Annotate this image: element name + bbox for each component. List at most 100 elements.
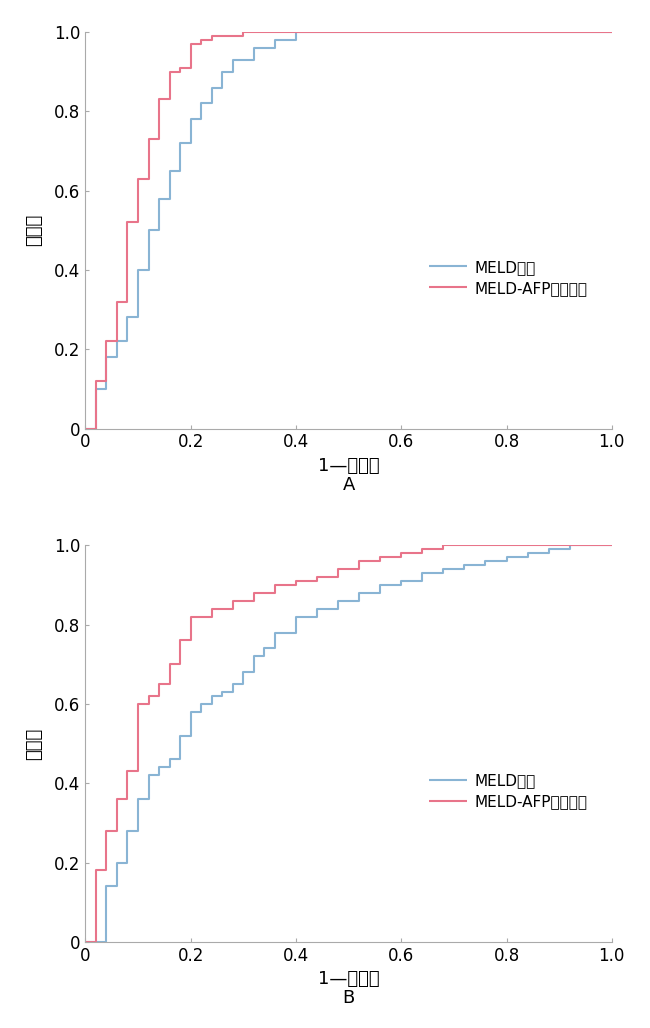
- MELD评分: [229, 53, 237, 66]
- MELD-AFP联合评分: [124, 216, 131, 228]
- Line: MELD评分: MELD评分: [85, 32, 612, 429]
- MELD评分: [344, 26, 352, 38]
- MELD评分: [176, 730, 184, 742]
- Y-axis label: 灵敏度: 灵敏度: [25, 728, 43, 760]
- MELD-AFP联合评分: [292, 26, 300, 38]
- MELD评分: [113, 351, 121, 363]
- MELD-AFP联合评分: [113, 295, 121, 307]
- Text: A: A: [343, 476, 355, 494]
- MELD评分: [176, 137, 184, 149]
- MELD-AFP联合评分: [134, 173, 142, 185]
- MELD-AFP联合评分: [166, 66, 174, 78]
- MELD-AFP联合评分: [92, 375, 100, 388]
- Line: MELD评分: MELD评分: [85, 545, 612, 942]
- MELD-AFP联合评分: [344, 26, 352, 38]
- X-axis label: 1—特异度: 1—特异度: [318, 970, 380, 988]
- MELD评分: [176, 164, 184, 177]
- MELD评分: [144, 264, 152, 277]
- Text: B: B: [343, 989, 355, 1007]
- MELD评分: [208, 98, 216, 110]
- MELD评分: [166, 192, 174, 205]
- MELD-AFP联合评分: [208, 30, 216, 42]
- MELD评分: [197, 98, 205, 110]
- MELD-AFP联合评分: [81, 423, 89, 435]
- MELD-AFP联合评分: [313, 575, 321, 587]
- MELD评分: [397, 26, 405, 38]
- MELD评分: [103, 351, 111, 363]
- MELD-AFP联合评分: [608, 26, 616, 38]
- MELD-AFP联合评分: [81, 935, 89, 948]
- MELD评分: [134, 264, 142, 277]
- MELD-AFP联合评分: [344, 26, 352, 38]
- MELD-AFP联合评分: [176, 62, 184, 74]
- MELD-AFP联合评分: [176, 66, 184, 78]
- MELD评分: [155, 192, 163, 205]
- MELD评分: [197, 113, 205, 125]
- MELD-AFP联合评分: [103, 375, 111, 388]
- MELD评分: [197, 698, 205, 710]
- Legend: MELD评分, MELD-AFP联合评分: MELD评分, MELD-AFP联合评分: [422, 254, 593, 302]
- MELD-AFP联合评分: [292, 26, 300, 38]
- MELD-AFP联合评分: [313, 571, 321, 583]
- MELD-AFP联合评分: [113, 335, 121, 347]
- MELD评分: [92, 423, 100, 435]
- MELD评分: [229, 66, 237, 78]
- MELD-AFP联合评分: [103, 335, 111, 347]
- MELD-AFP联合评分: [134, 765, 142, 777]
- MELD-AFP联合评分: [144, 133, 152, 145]
- MELD-AFP联合评分: [124, 295, 131, 307]
- MELD评分: [81, 423, 89, 435]
- MELD评分: [134, 311, 142, 324]
- MELD-AFP联合评分: [239, 30, 247, 42]
- MELD评分: [81, 935, 89, 948]
- MELD-AFP联合评分: [608, 539, 616, 551]
- MELD评分: [292, 26, 300, 38]
- X-axis label: 1—特异度: 1—特异度: [318, 456, 380, 475]
- MELD-AFP联合评分: [197, 34, 205, 46]
- MELD评分: [566, 539, 573, 551]
- MELD评分: [608, 539, 616, 551]
- MELD-AFP联合评分: [239, 26, 247, 38]
- MELD评分: [124, 856, 131, 869]
- MELD-AFP联合评分: [187, 38, 194, 50]
- MELD-AFP联合评分: [144, 173, 152, 185]
- MELD评分: [166, 164, 174, 177]
- MELD评分: [187, 137, 194, 149]
- MELD-AFP联合评分: [134, 216, 142, 228]
- MELD评分: [113, 335, 121, 347]
- MELD评分: [155, 224, 163, 236]
- MELD评分: [187, 113, 194, 125]
- MELD评分: [271, 42, 279, 54]
- MELD评分: [103, 382, 111, 395]
- MELD评分: [344, 26, 352, 38]
- MELD评分: [208, 81, 216, 94]
- Line: MELD-AFP联合评分: MELD-AFP联合评分: [85, 32, 612, 429]
- MELD评分: [144, 224, 152, 236]
- MELD评分: [124, 311, 131, 324]
- MELD评分: [218, 81, 226, 94]
- MELD评分: [218, 66, 226, 78]
- MELD-AFP联合评分: [92, 423, 100, 435]
- MELD评分: [397, 26, 405, 38]
- MELD评分: [545, 543, 552, 555]
- MELD评分: [92, 382, 100, 395]
- MELD-AFP联合评分: [208, 34, 216, 46]
- MELD-AFP联合评分: [355, 555, 363, 567]
- Y-axis label: 灵敏度: 灵敏度: [25, 214, 43, 247]
- MELD评分: [124, 335, 131, 347]
- MELD-AFP联合评分: [197, 38, 205, 50]
- MELD评分: [239, 666, 247, 678]
- MELD评分: [608, 26, 616, 38]
- MELD-AFP联合评分: [155, 133, 163, 145]
- MELD评分: [271, 34, 279, 46]
- MELD-AFP联合评分: [155, 94, 163, 106]
- MELD评分: [292, 34, 300, 46]
- MELD-AFP联合评分: [187, 62, 194, 74]
- MELD评分: [460, 563, 468, 576]
- MELD-AFP联合评分: [292, 579, 300, 591]
- MELD-AFP联合评分: [187, 611, 194, 623]
- MELD-AFP联合评分: [439, 539, 447, 551]
- Line: MELD-AFP联合评分: MELD-AFP联合评分: [85, 545, 612, 942]
- MELD评分: [250, 53, 257, 66]
- Legend: MELD评分, MELD-AFP联合评分: MELD评分, MELD-AFP联合评分: [422, 767, 593, 815]
